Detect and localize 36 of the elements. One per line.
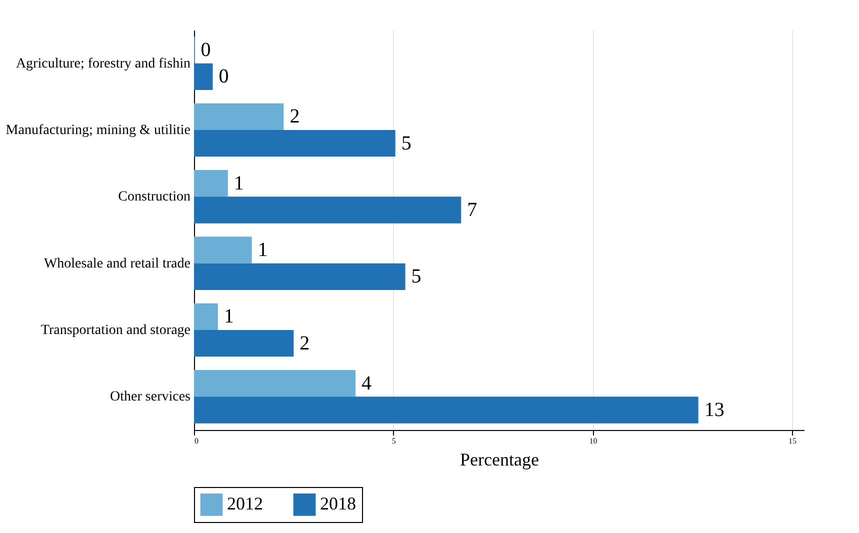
data-label: 7: [467, 199, 478, 221]
data-label: 2: [290, 106, 300, 128]
data-label: 5: [401, 132, 412, 154]
data-label: 1: [234, 172, 244, 194]
bar: [194, 103, 284, 130]
data-label: 1: [224, 306, 234, 328]
x-tick-label: 0: [194, 436, 198, 446]
bar: [194, 170, 228, 197]
bar: [194, 196, 462, 224]
data-label: 13: [704, 399, 724, 421]
data-label: 4: [361, 372, 372, 394]
y-tick-label: Construction: [118, 190, 190, 205]
bar: [194, 396, 698, 424]
y-tick-label: Wholesale and retail trade: [44, 256, 190, 272]
x-tick-label: 10: [589, 436, 598, 446]
y-tick-label: Agriculture; forestry and fishin: [16, 56, 190, 72]
data-label: 1: [258, 239, 268, 261]
bar: [194, 370, 356, 397]
data-label: 0: [200, 39, 211, 61]
x-tick-label: 15: [788, 436, 797, 446]
y-tick-label: Manufacturing; mining & utilitie: [6, 123, 190, 138]
bar: [194, 63, 213, 90]
y-tick-label: Transportation and storage: [40, 323, 190, 338]
y-tick-label: Other services: [110, 390, 190, 405]
bar: [194, 263, 406, 290]
x-axis-title: Percentage: [460, 450, 539, 470]
bar: [194, 330, 294, 357]
data-label: 2: [300, 332, 310, 354]
bar: [194, 236, 252, 264]
legend-label: 2012: [227, 494, 263, 514]
x-tick-label: 5: [392, 436, 396, 446]
data-label: 5: [411, 266, 422, 288]
data-label: 0: [218, 66, 229, 88]
bar: [194, 303, 218, 330]
bar: [194, 130, 396, 157]
legend-label: 2018: [320, 494, 356, 514]
